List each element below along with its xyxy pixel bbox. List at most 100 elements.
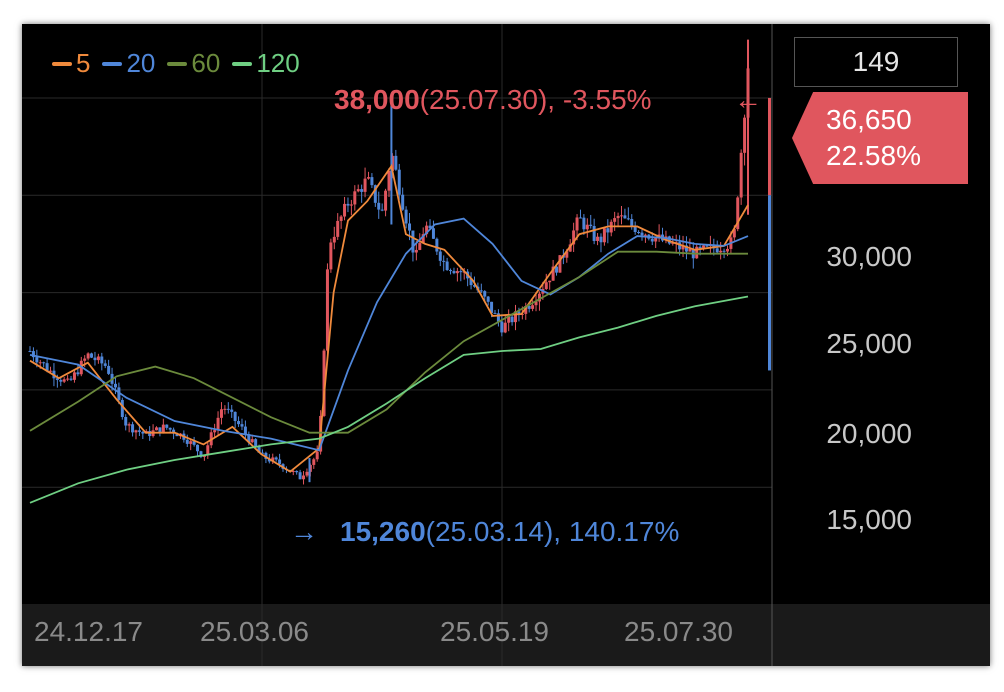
candle-body xyxy=(360,189,364,192)
candle-body xyxy=(459,271,463,273)
candle-body xyxy=(599,236,603,243)
candle-body xyxy=(72,372,76,380)
candle-body xyxy=(312,459,316,465)
candle-body xyxy=(298,472,302,480)
right-arrow-icon: → xyxy=(290,516,318,547)
candle-body xyxy=(349,204,353,206)
candle-body xyxy=(548,280,552,283)
candle-body xyxy=(237,421,241,425)
legend-label-ma60: 60 xyxy=(191,48,221,78)
candle-body xyxy=(640,232,644,236)
candle-body xyxy=(213,430,217,433)
candle-body xyxy=(35,357,39,363)
chart-canvas[interactable] xyxy=(22,24,990,666)
low-annotation: 15,260(25.03.14), 140.17% xyxy=(340,516,679,548)
candle-body xyxy=(172,429,176,434)
candle-body xyxy=(339,216,343,221)
legend-swatch-ma60 xyxy=(167,61,188,66)
candle-body xyxy=(514,311,518,323)
candle-body xyxy=(678,242,682,250)
candle-body xyxy=(196,444,200,452)
candle-body xyxy=(619,215,623,217)
candle-body xyxy=(243,426,247,435)
candle-body xyxy=(572,230,576,245)
candle-body xyxy=(100,356,104,364)
candle-body xyxy=(274,457,278,460)
candle-body xyxy=(637,232,641,234)
candle-body xyxy=(59,379,63,382)
date-axis-strip xyxy=(22,604,990,666)
candle-body xyxy=(719,250,723,253)
candle-body xyxy=(425,225,429,235)
candle-body xyxy=(66,378,70,380)
candle-body xyxy=(520,313,524,315)
candle-body xyxy=(442,260,446,262)
low-value: 15,260 xyxy=(340,516,426,547)
candle-body xyxy=(606,228,610,233)
candle-body xyxy=(76,372,80,375)
candle-body xyxy=(189,441,193,444)
candle-body xyxy=(113,383,117,388)
candle-body xyxy=(695,246,699,259)
candle-body xyxy=(302,475,306,480)
candle-body xyxy=(445,261,449,271)
ma-line-5 xyxy=(29,163,749,473)
ma-legend: 5 20 60 120 xyxy=(52,48,300,79)
x-tick-label: 25.03.06 xyxy=(200,616,309,647)
candle-body xyxy=(219,409,223,418)
candle-body xyxy=(544,282,548,289)
legend-swatch-ma5 xyxy=(52,61,72,66)
y-tick-label: 25,000 xyxy=(826,328,912,359)
candle-body xyxy=(199,451,203,457)
candle-body xyxy=(705,245,709,247)
candle-body xyxy=(438,251,442,261)
candle-body xyxy=(626,218,630,220)
candle-body xyxy=(452,271,456,274)
candle-body xyxy=(380,209,384,211)
candle-body xyxy=(582,217,586,230)
candle-body xyxy=(449,270,453,272)
candle-body xyxy=(216,417,220,431)
candle-body xyxy=(257,446,261,453)
candle-body xyxy=(472,285,476,287)
candle-body xyxy=(42,362,46,364)
legend-swatch-ma20 xyxy=(102,61,123,66)
candle-body xyxy=(267,458,271,462)
legend-label-ma20: 20 xyxy=(126,48,156,78)
candle-body xyxy=(377,202,381,210)
candle-body xyxy=(404,209,408,224)
candle-body xyxy=(83,358,87,361)
candle-body xyxy=(486,296,490,302)
candle-body xyxy=(592,226,596,241)
candle-body xyxy=(305,471,309,476)
candle-body xyxy=(120,399,124,417)
candle-body xyxy=(93,357,97,361)
candle-body xyxy=(291,470,295,472)
candle-body xyxy=(55,378,59,380)
ma-line-120 xyxy=(29,295,749,504)
candle-body xyxy=(623,215,627,219)
candle-body xyxy=(589,224,593,227)
candle-body xyxy=(667,236,671,244)
candle-body xyxy=(90,353,94,358)
candle-body xyxy=(493,312,497,314)
candle-body xyxy=(185,439,189,444)
candle-body xyxy=(131,424,135,433)
legend-item-ma60: 60 xyxy=(167,48,220,79)
candle-body xyxy=(86,353,90,359)
x-tick-label: 24.12.17 xyxy=(34,616,143,647)
candle-body xyxy=(602,228,606,243)
candle-body xyxy=(643,234,647,236)
y-tick-label: 20,000 xyxy=(826,418,912,449)
x-tick-label: 25.05.19 xyxy=(440,616,549,647)
candle-body xyxy=(568,244,572,252)
candle-body xyxy=(510,316,514,323)
candle-body xyxy=(698,246,702,249)
candle-body xyxy=(630,219,634,226)
candle-body xyxy=(373,185,377,203)
candle-body xyxy=(161,424,165,433)
y-tick-label: 30,000 xyxy=(826,241,912,272)
candle-count-box[interactable]: 149 xyxy=(794,37,958,87)
candle-body xyxy=(435,238,439,252)
candle-body xyxy=(558,255,562,273)
